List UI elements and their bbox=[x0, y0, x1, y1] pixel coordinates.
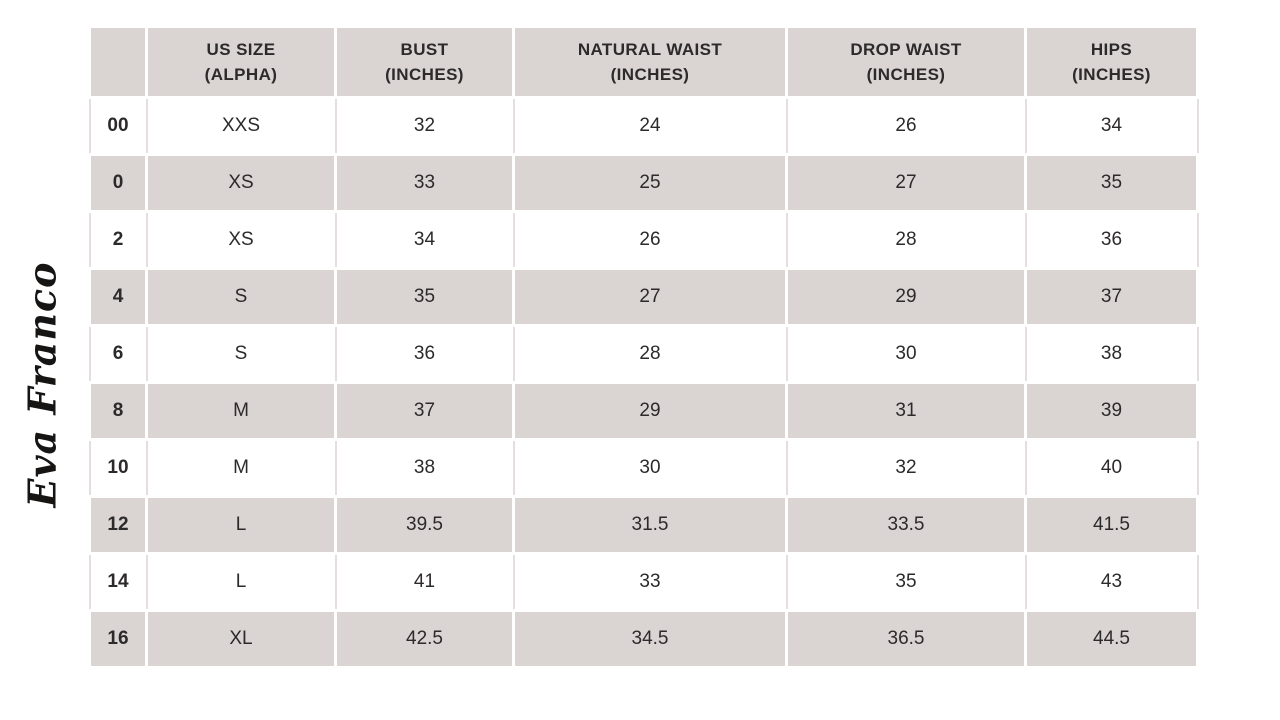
cell-natural-waist: 24 bbox=[512, 96, 788, 156]
cell-hips: 44.5 bbox=[1024, 609, 1199, 669]
col-header-natural-waist: NATURAL WAIST (INCHES) bbox=[512, 25, 788, 99]
cell-hips: 43 bbox=[1024, 552, 1199, 612]
cell-bust: 33 bbox=[334, 153, 515, 213]
cell-drop-waist: 29 bbox=[785, 267, 1027, 327]
size-chart-table: US SIZE (ALPHA) BUST (INCHES) NATURAL WA… bbox=[88, 25, 1199, 669]
cell-drop-waist: 33.5 bbox=[785, 495, 1027, 555]
cell-alpha: XL bbox=[145, 609, 337, 669]
cell-bust: 42.5 bbox=[334, 609, 515, 669]
cell-natural-waist: 27 bbox=[512, 267, 788, 327]
brand-logo: Eva Franco bbox=[0, 255, 84, 513]
cell-alpha: S bbox=[145, 324, 337, 384]
cell-hips: 38 bbox=[1024, 324, 1199, 384]
cell-bust: 36 bbox=[334, 324, 515, 384]
cell-natural-waist: 25 bbox=[512, 153, 788, 213]
cell-size: 14 bbox=[88, 552, 148, 612]
cell-drop-waist: 35 bbox=[785, 552, 1027, 612]
cell-hips: 37 bbox=[1024, 267, 1199, 327]
cell-alpha: XXS bbox=[145, 96, 337, 156]
table-row: 0 XS 33 25 27 35 bbox=[88, 153, 1199, 213]
cell-hips: 36 bbox=[1024, 210, 1199, 270]
cell-bust: 41 bbox=[334, 552, 515, 612]
cell-alpha: S bbox=[145, 267, 337, 327]
cell-alpha: M bbox=[145, 381, 337, 441]
col-header-bust: BUST (INCHES) bbox=[334, 25, 515, 99]
header-row: US SIZE (ALPHA) BUST (INCHES) NATURAL WA… bbox=[88, 25, 1199, 99]
table-row: 12 L 39.5 31.5 33.5 41.5 bbox=[88, 495, 1199, 555]
cell-alpha: XS bbox=[145, 153, 337, 213]
cell-alpha: L bbox=[145, 495, 337, 555]
col-header-drop-waist: DROP WAIST (INCHES) bbox=[785, 25, 1027, 99]
cell-alpha: XS bbox=[145, 210, 337, 270]
table-row: 00 XXS 32 24 26 34 bbox=[88, 96, 1199, 156]
cell-size: 12 bbox=[88, 495, 148, 555]
table-row: 8 M 37 29 31 39 bbox=[88, 381, 1199, 441]
cell-size: 8 bbox=[88, 381, 148, 441]
cell-drop-waist: 31 bbox=[785, 381, 1027, 441]
table-row: 6 S 36 28 30 38 bbox=[88, 324, 1199, 384]
table-row: 2 XS 34 26 28 36 bbox=[88, 210, 1199, 270]
cell-size: 6 bbox=[88, 324, 148, 384]
cell-bust: 39.5 bbox=[334, 495, 515, 555]
cell-bust: 32 bbox=[334, 96, 515, 156]
table-header: US SIZE (ALPHA) BUST (INCHES) NATURAL WA… bbox=[88, 25, 1199, 99]
cell-size: 00 bbox=[88, 96, 148, 156]
cell-size: 0 bbox=[88, 153, 148, 213]
col-header-size-number bbox=[88, 25, 148, 99]
cell-size: 16 bbox=[88, 609, 148, 669]
cell-drop-waist: 28 bbox=[785, 210, 1027, 270]
cell-natural-waist: 29 bbox=[512, 381, 788, 441]
cell-natural-waist: 34.5 bbox=[512, 609, 788, 669]
cell-alpha: L bbox=[145, 552, 337, 612]
cell-bust: 37 bbox=[334, 381, 515, 441]
cell-drop-waist: 32 bbox=[785, 438, 1027, 498]
cell-drop-waist: 27 bbox=[785, 153, 1027, 213]
table-row: 10 M 38 30 32 40 bbox=[88, 438, 1199, 498]
cell-drop-waist: 26 bbox=[785, 96, 1027, 156]
col-header-hips: HIPS (INCHES) bbox=[1024, 25, 1199, 99]
cell-hips: 34 bbox=[1024, 96, 1199, 156]
cell-size: 2 bbox=[88, 210, 148, 270]
table-row: 4 S 35 27 29 37 bbox=[88, 267, 1199, 327]
cell-natural-waist: 28 bbox=[512, 324, 788, 384]
cell-drop-waist: 36.5 bbox=[785, 609, 1027, 669]
cell-natural-waist: 33 bbox=[512, 552, 788, 612]
cell-bust: 38 bbox=[334, 438, 515, 498]
table-row: 16 XL 42.5 34.5 36.5 44.5 bbox=[88, 609, 1199, 669]
cell-bust: 34 bbox=[334, 210, 515, 270]
cell-size: 4 bbox=[88, 267, 148, 327]
cell-size: 10 bbox=[88, 438, 148, 498]
table-body: 00 XXS 32 24 26 34 0 XS 33 25 27 35 2 XS… bbox=[88, 96, 1199, 669]
cell-hips: 40 bbox=[1024, 438, 1199, 498]
cell-hips: 41.5 bbox=[1024, 495, 1199, 555]
table-row: 14 L 41 33 35 43 bbox=[88, 552, 1199, 612]
cell-hips: 39 bbox=[1024, 381, 1199, 441]
brand-logo-text: Eva Franco bbox=[19, 261, 65, 507]
cell-drop-waist: 30 bbox=[785, 324, 1027, 384]
cell-alpha: M bbox=[145, 438, 337, 498]
cell-hips: 35 bbox=[1024, 153, 1199, 213]
cell-natural-waist: 31.5 bbox=[512, 495, 788, 555]
cell-bust: 35 bbox=[334, 267, 515, 327]
cell-natural-waist: 26 bbox=[512, 210, 788, 270]
col-header-us-size-alpha: US SIZE (ALPHA) bbox=[145, 25, 337, 99]
cell-natural-waist: 30 bbox=[512, 438, 788, 498]
